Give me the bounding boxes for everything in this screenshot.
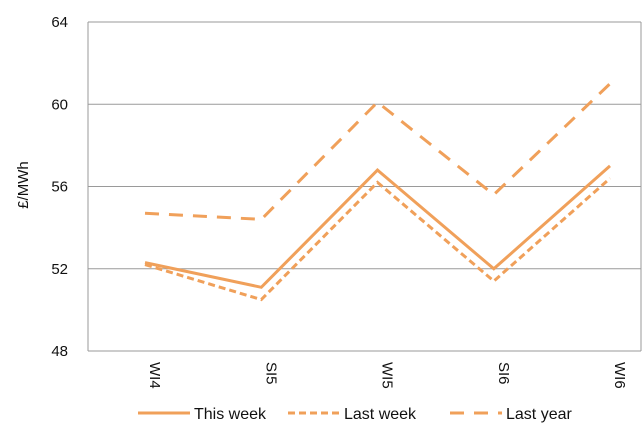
- legend-label: Last week: [344, 406, 417, 423]
- x-tick-labels: WI4 SI5 WI5 SI6 WI6: [146, 362, 628, 389]
- series-lines: [144, 82, 612, 302]
- legend: This week Last week Last year: [138, 406, 572, 423]
- legend-label: Last year: [506, 406, 572, 423]
- y-tick-label: 56: [51, 179, 68, 196]
- grid-lines: [87, 21, 642, 352]
- series-line: [144, 177, 611, 302]
- y-tick-label: 64: [51, 14, 68, 31]
- x-tick-label: SI5: [262, 362, 279, 385]
- x-tick-label: WI4: [146, 362, 163, 389]
- x-tick-label: WI5: [379, 362, 396, 389]
- y-tick-label: 60: [51, 96, 68, 113]
- y-axis-label: £/MWh: [15, 161, 32, 209]
- series-line: [144, 82, 612, 221]
- x-tick-label: SI6: [495, 362, 512, 385]
- y-tick-labels: 48 52 56 60 64: [51, 14, 68, 360]
- series-line: [144, 164, 611, 289]
- y-tick-label: 52: [51, 261, 68, 278]
- legend-label: This week: [194, 406, 267, 423]
- y-tick-label: 48: [51, 343, 68, 360]
- x-tick-label: WI6: [611, 362, 628, 389]
